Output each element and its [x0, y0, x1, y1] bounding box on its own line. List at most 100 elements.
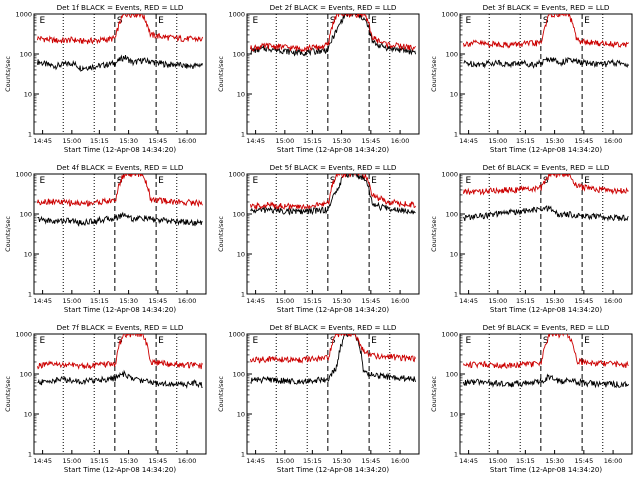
- x-tick-label: 16:00: [604, 297, 623, 305]
- plot-frame: [459, 173, 633, 295]
- interval-marker-label: E: [584, 176, 590, 186]
- x-tick-label: 15:15: [303, 297, 322, 305]
- y-tick-label: 1: [454, 451, 458, 459]
- x-tick-label: 15:45: [148, 137, 167, 145]
- y-tick-label: 1: [241, 291, 245, 299]
- plot-frame: [33, 173, 207, 295]
- y-tick-label: 1000: [441, 171, 458, 179]
- detector-panel-1: Det 1f BLACK = Events, RED = LLD 1 10 100 10…: [4, 3, 207, 154]
- x-axis-label: Start Time (12-Apr-08 14:34:20): [490, 146, 602, 154]
- x-tick-label: 15:15: [516, 457, 535, 465]
- y-tick-label: 10: [237, 251, 245, 259]
- x-tick-label: 15:15: [90, 457, 109, 465]
- x-tick-label: 14:45: [33, 297, 52, 305]
- x-tick-label: 15:15: [303, 457, 322, 465]
- x-tick-label: 15:00: [275, 137, 294, 145]
- panel-title: Det 8f BLACK = Events, RED = LLD: [270, 323, 397, 332]
- y-tick-label: 10: [450, 91, 458, 99]
- y-tick-label: 1000: [228, 331, 245, 339]
- panel-title: Det 9f BLACK = Events, RED = LLD: [483, 323, 610, 332]
- events-trace: [463, 373, 629, 389]
- panel-title: Det 6f BLACK = Events, RED = LLD: [483, 163, 610, 172]
- y-tick-label: 10: [450, 251, 458, 259]
- y-tick-label: 1: [28, 291, 32, 299]
- y-axis-label: Counts/sec: [430, 376, 438, 412]
- x-tick-label: 15:15: [516, 137, 535, 145]
- interval-marker-label: E: [465, 176, 471, 186]
- interval-marker-label: S: [330, 16, 336, 26]
- events-trace: [37, 211, 203, 227]
- detector-panel-9: Det 9f BLACK = Events, RED = LLD 1 10 100 10…: [430, 323, 633, 474]
- y-tick-label: 100: [20, 211, 32, 219]
- interval-marker-label: E: [465, 336, 471, 346]
- x-tick-label: 15:45: [361, 137, 380, 145]
- y-tick-label: 100: [20, 371, 32, 379]
- panel-title: Det 1f BLACK = Events, RED = LLD: [57, 3, 184, 12]
- x-tick-label: 14:45: [33, 457, 52, 465]
- x-tick-label: 15:15: [90, 297, 109, 305]
- x-tick-label: 15:45: [148, 297, 167, 305]
- lld-trace: [463, 334, 629, 370]
- x-tick-label: 15:30: [545, 297, 564, 305]
- y-tick-label: 1000: [228, 11, 245, 19]
- y-tick-label: 1000: [15, 331, 32, 339]
- x-tick-label: 15:45: [361, 297, 380, 305]
- x-tick-label: 15:00: [488, 137, 507, 145]
- y-axis-label: Counts/sec: [430, 56, 438, 92]
- x-tick-label: 15:00: [488, 457, 507, 465]
- y-tick-label: 1: [454, 291, 458, 299]
- y-tick-label: 1: [454, 131, 458, 139]
- y-tick-label: 10: [24, 251, 32, 259]
- y-tick-label: 1000: [15, 171, 32, 179]
- y-axis-label: Counts/sec: [217, 376, 225, 412]
- x-tick-label: 14:45: [33, 137, 52, 145]
- plot-frame: [459, 333, 633, 455]
- x-tick-label: 15:30: [545, 457, 564, 465]
- lld-trace: [250, 334, 416, 364]
- interval-marker-label: E: [39, 16, 45, 26]
- x-tick-label: 16:00: [178, 457, 197, 465]
- x-tick-label: 15:30: [119, 457, 138, 465]
- events-trace: [37, 369, 203, 389]
- detector-panel-7: Det 7f BLACK = Events, RED = LLD 1 10 100 10…: [4, 323, 207, 474]
- x-tick-label: 15:45: [574, 137, 593, 145]
- interval-marker-label: S: [543, 176, 549, 186]
- y-axis-label: Counts/sec: [4, 56, 12, 92]
- interval-marker-label: E: [252, 336, 258, 346]
- x-tick-label: 16:00: [604, 457, 623, 465]
- x-tick-label: 15:00: [62, 457, 81, 465]
- y-tick-label: 10: [24, 411, 32, 419]
- x-tick-label: 16:00: [178, 297, 197, 305]
- y-tick-label: 100: [20, 51, 32, 59]
- x-tick-label: 15:45: [574, 297, 593, 305]
- x-tick-label: 14:45: [246, 297, 265, 305]
- y-tick-label: 1000: [441, 331, 458, 339]
- x-tick-label: 15:45: [361, 457, 380, 465]
- interval-marker-label: E: [465, 16, 471, 26]
- x-tick-label: 14:45: [246, 137, 265, 145]
- panel-title: Det 7f BLACK = Events, RED = LLD: [57, 323, 184, 332]
- x-tick-label: 15:30: [545, 137, 564, 145]
- x-tick-label: 15:15: [516, 297, 535, 305]
- y-tick-label: 1: [28, 451, 32, 459]
- interval-marker-label: E: [252, 176, 258, 186]
- interval-marker-label: S: [117, 176, 123, 186]
- interval-marker-label: E: [158, 336, 164, 346]
- x-tick-label: 15:45: [148, 457, 167, 465]
- y-tick-label: 1000: [441, 11, 458, 19]
- x-tick-label: 14:45: [459, 297, 478, 305]
- y-tick-label: 100: [446, 211, 458, 219]
- y-tick-label: 10: [237, 411, 245, 419]
- y-tick-label: 100: [233, 211, 245, 219]
- lld-trace: [36, 174, 203, 208]
- events-trace: [463, 56, 629, 69]
- detector-panel-6: Det 6f BLACK = Events, RED = LLD 1 10 100 10…: [430, 163, 633, 314]
- interval-marker-label: E: [158, 16, 164, 26]
- plot-frame: [246, 173, 420, 295]
- y-axis-label: Counts/sec: [430, 216, 438, 252]
- lld-trace: [36, 14, 203, 45]
- interval-marker-label: E: [371, 16, 377, 26]
- x-tick-label: 16:00: [178, 137, 197, 145]
- y-tick-label: 10: [450, 411, 458, 419]
- y-tick-label: 100: [233, 51, 245, 59]
